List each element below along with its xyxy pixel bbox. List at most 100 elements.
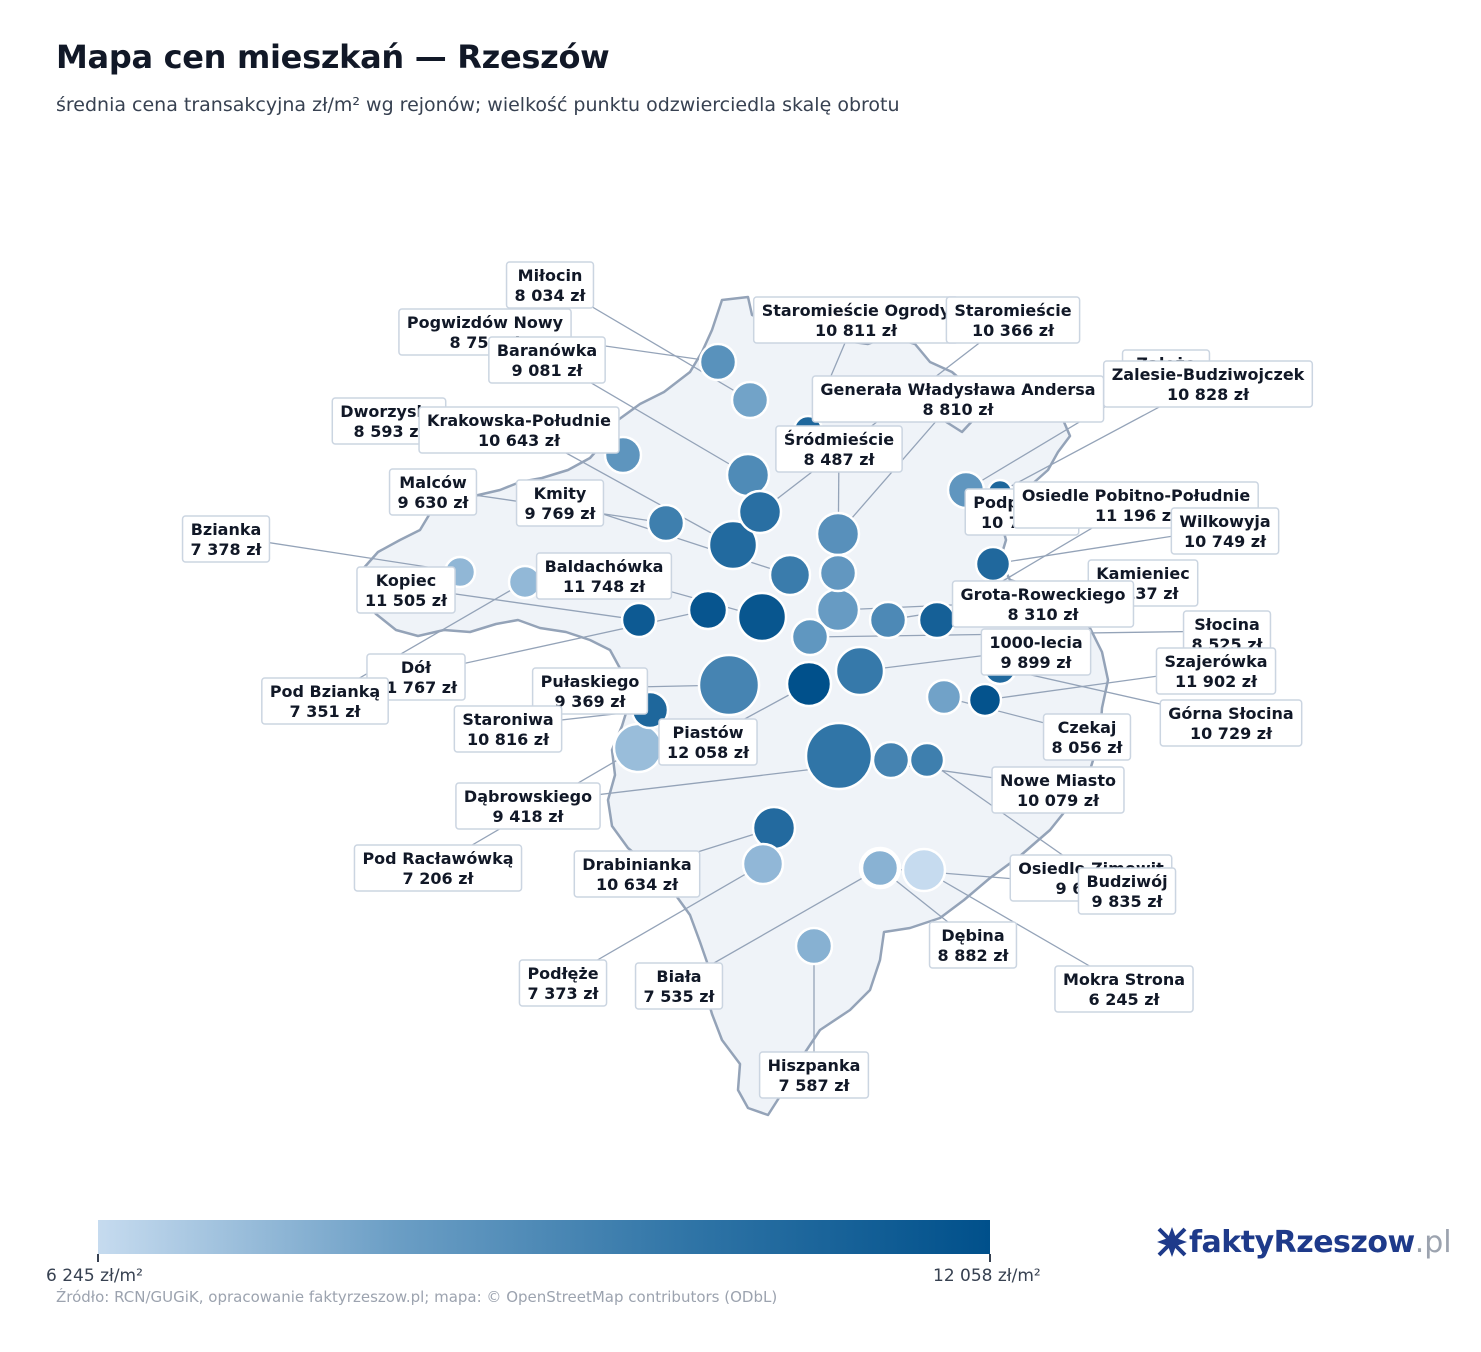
label-box xyxy=(1054,965,1194,1013)
bubble-srodmiescie[interactable] xyxy=(818,553,858,593)
bubble-wilkowyja[interactable] xyxy=(974,545,1012,583)
label-box xyxy=(388,468,478,516)
label-box xyxy=(928,921,1018,969)
bubble-slocina[interactable] xyxy=(790,617,830,657)
bubble-kamieniec[interactable] xyxy=(868,600,908,640)
label-box xyxy=(1170,507,1280,555)
district-name: Pułaskiego xyxy=(541,672,640,691)
bubble-czekaj[interactable] xyxy=(925,678,963,716)
district-name: Budziwój xyxy=(1086,872,1167,891)
bubble-kmity[interactable] xyxy=(768,553,812,597)
district-name: Dół xyxy=(401,658,432,677)
district-price: 11 196 zł xyxy=(1095,506,1178,525)
district-price: 11 748 zł xyxy=(563,577,646,596)
bubble-szajerowka[interactable] xyxy=(967,682,1003,718)
bubble-staromiescie[interactable] xyxy=(737,489,783,535)
district-name: Kopiec xyxy=(376,571,436,590)
bubble-pulaskiego[interactable] xyxy=(697,653,761,717)
bubble-mokra-strona[interactable] xyxy=(901,847,947,893)
district-price: 10 079 zł xyxy=(1017,791,1100,810)
district-name: Malców xyxy=(399,473,467,492)
bubble-dabrowskiego[interactable] xyxy=(871,740,911,780)
label-box xyxy=(1155,647,1277,695)
label-box xyxy=(181,515,271,563)
bubble-nowe-miasto[interactable] xyxy=(804,721,874,791)
bubble-pod-raclawowka[interactable] xyxy=(612,722,664,774)
district-price: 12 058 zł xyxy=(667,743,750,762)
district-price: 7 587 zł xyxy=(779,1076,851,1095)
bubble-baldachowka[interactable] xyxy=(736,591,788,643)
bubble-drabinianka[interactable] xyxy=(751,805,797,851)
bubble-generala-wladyslawa-andersa[interactable] xyxy=(815,511,861,557)
site-logo[interactable]: faktyRzeszow .pl xyxy=(1155,1222,1452,1262)
bubble-malcow[interactable] xyxy=(646,503,686,543)
logo-text: faktyRzeszow xyxy=(1189,1224,1415,1260)
bubble-biala[interactable] xyxy=(860,848,900,888)
bubble-hiszpanka[interactable] xyxy=(794,926,834,966)
bubble-dol[interactable] xyxy=(687,589,729,631)
bubble-milocin[interactable] xyxy=(730,380,770,420)
district-name: Staromieście Ogrody xyxy=(762,301,951,320)
district-price: 9 081 zł xyxy=(512,361,584,380)
label-box xyxy=(951,580,1135,628)
district-name: Staromieście xyxy=(954,301,1071,320)
district-price: 8 882 zł xyxy=(938,946,1010,965)
district-name: Dąbrowskiego xyxy=(464,787,592,806)
bubble-1000-lecia[interactable] xyxy=(834,645,886,697)
bubble-kopiec[interactable] xyxy=(620,601,658,639)
district-price: 9 835 zł xyxy=(1092,892,1164,911)
district-name: Dębina xyxy=(941,926,1004,945)
label-box xyxy=(488,336,606,384)
district-price: 7 351 zł xyxy=(290,702,362,721)
label-box xyxy=(1042,713,1132,761)
district-name: Szajerówka xyxy=(1164,652,1267,671)
bubble-baranowka[interactable] xyxy=(725,452,771,498)
bubble-osiedle-zimowit[interactable] xyxy=(908,741,946,779)
district-price: 11 505 zł xyxy=(365,591,448,610)
bubble-krakowska-poludnie[interactable] xyxy=(707,519,759,571)
district-name: Kmity xyxy=(534,484,587,503)
district-name: Baldachówka xyxy=(545,557,664,576)
bubble-podleze[interactable] xyxy=(741,842,785,886)
district-price: 7 373 zł xyxy=(528,984,600,1003)
bubble-piastow[interactable] xyxy=(785,660,833,708)
bubble-osiedle-pobitno-poludnie[interactable] xyxy=(917,600,957,640)
district-name: Bzianka xyxy=(191,520,262,539)
bubble-pogwizdow-nowy[interactable] xyxy=(698,342,738,382)
